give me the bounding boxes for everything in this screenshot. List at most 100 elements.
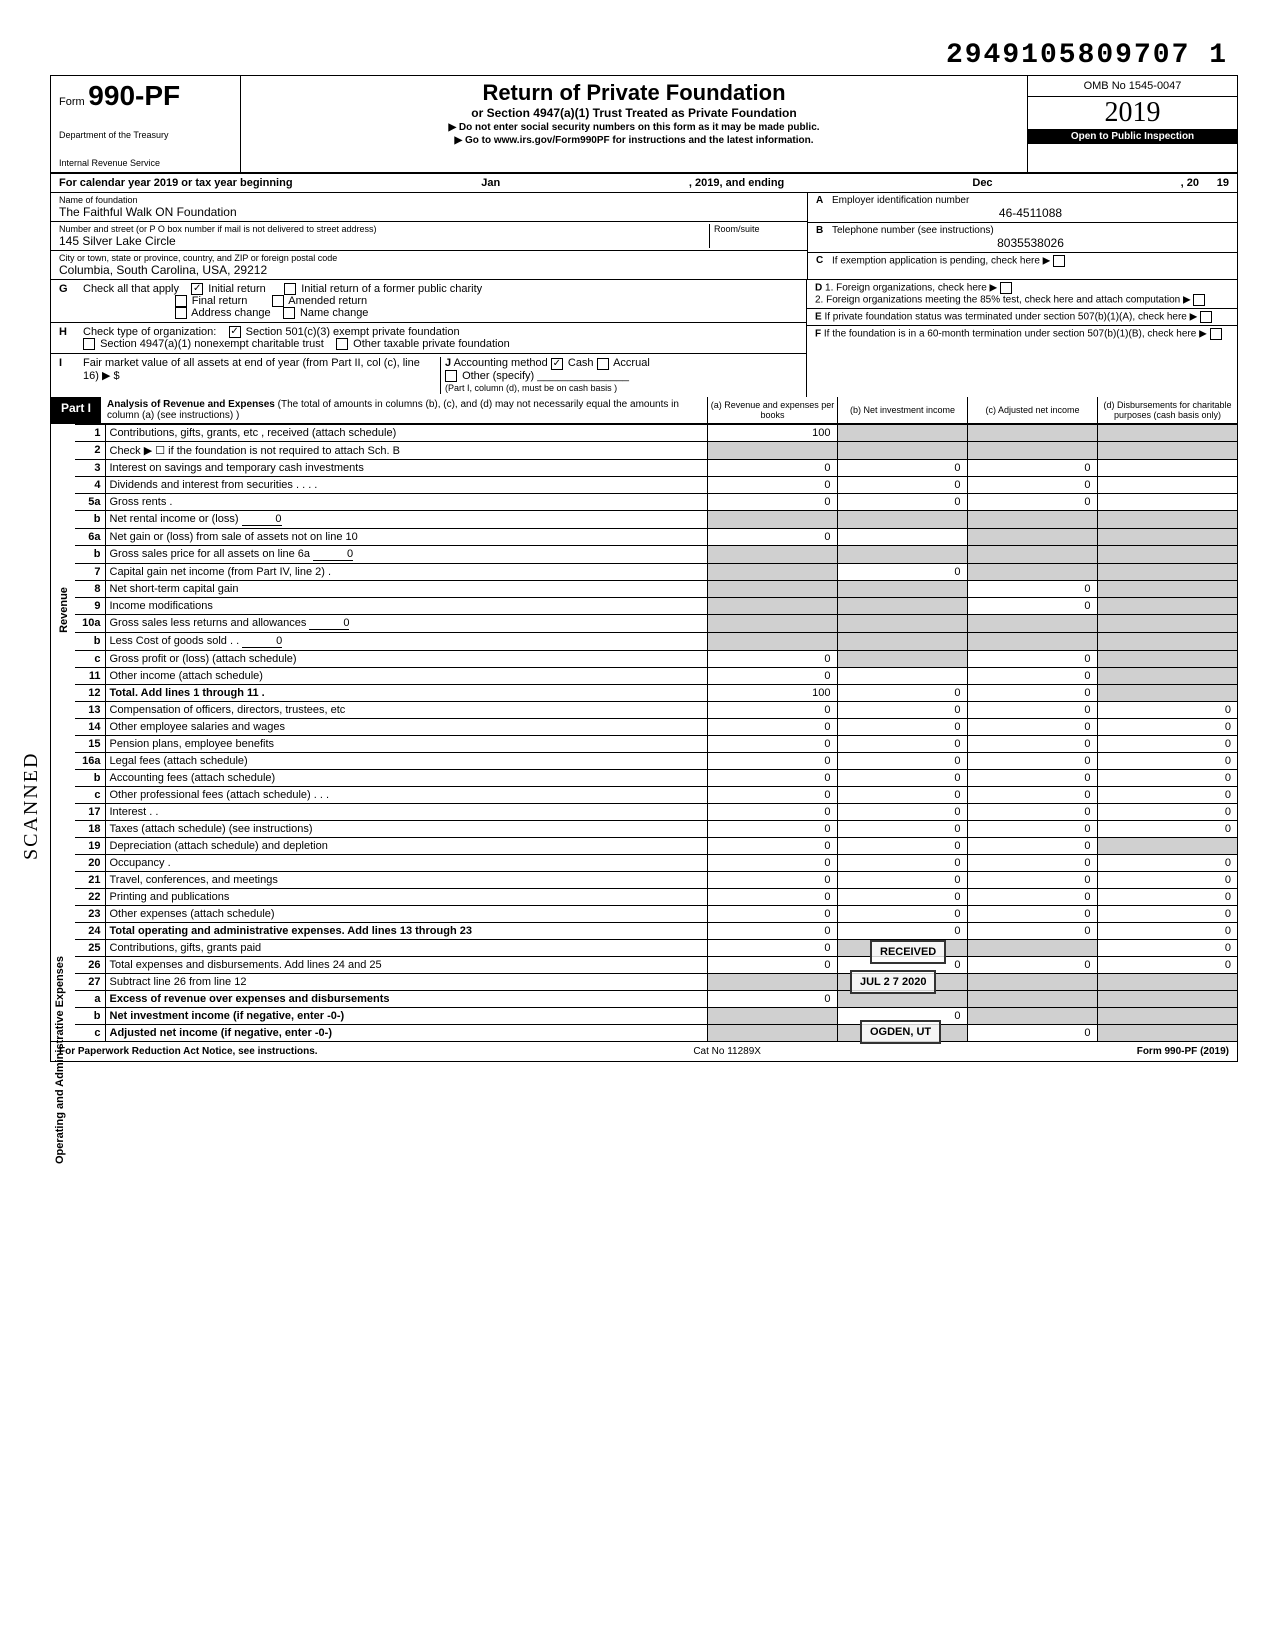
table-row: 24Total operating and administrative exp…: [75, 922, 1237, 939]
col-c-value: 0: [967, 752, 1097, 769]
part1-table: 1Contributions, gifts, grants, etc , rec…: [75, 424, 1237, 1041]
col-d-value: [1097, 441, 1237, 459]
row-desc: Interest . .: [105, 803, 707, 820]
table-row: 18Taxes (attach schedule) (see instructi…: [75, 820, 1237, 837]
col-b-value: 0: [837, 701, 967, 718]
row-number: 11: [75, 667, 105, 684]
col-d-value: [1097, 1024, 1237, 1041]
row-number: 26: [75, 956, 105, 973]
instr-url: ▶ Go to www.irs.gov/Form990PF for instru…: [249, 135, 1019, 146]
col-a-value: [707, 545, 837, 563]
row-desc: Depreciation (attach schedule) and deple…: [105, 837, 707, 854]
col-a-value: 0: [707, 667, 837, 684]
row-number: 3: [75, 459, 105, 476]
g-opt-2: Final return: [192, 295, 248, 307]
box-e-label: If private foundation status was termina…: [824, 312, 1186, 323]
g-amended-cb[interactable]: [272, 295, 284, 307]
expenses-section-label: Operating and Administrative Expenses: [54, 956, 66, 1164]
box-f-label: If the foundation is in a 60-month termi…: [824, 329, 1196, 340]
dln-number: 2949105809707 1: [946, 40, 1228, 71]
box-d2: 2. Foreign organizations meeting the 85%…: [815, 295, 1180, 306]
col-a-value: 0: [707, 786, 837, 803]
h-other-cb[interactable]: [336, 338, 348, 350]
row-desc: Capital gain net income (from Part IV, l…: [105, 563, 707, 580]
table-row: bGross sales price for all assets on lin…: [75, 545, 1237, 563]
i-lead: I: [59, 357, 75, 369]
ogden-stamp: OGDEN, UT: [860, 1020, 941, 1044]
box-d2-cb[interactable]: [1193, 294, 1205, 306]
row-desc: Compensation of officers, directors, tru…: [105, 701, 707, 718]
table-row: 1Contributions, gifts, grants, etc , rec…: [75, 424, 1237, 441]
col-b-value: 0: [837, 837, 967, 854]
cal-end-month: Dec: [784, 177, 1180, 189]
col-a-value: 0: [707, 939, 837, 956]
box-a-lbl: A: [816, 195, 832, 220]
col-c-value: 0: [967, 701, 1097, 718]
col-d-value: 0: [1097, 922, 1237, 939]
col-a-value: [707, 563, 837, 580]
h-501c3-cb[interactable]: ✓: [229, 326, 241, 338]
row-desc: Other professional fees (attach schedule…: [105, 786, 707, 803]
table-row: 20Occupancy .0000: [75, 854, 1237, 871]
table-row: 2Check ▶ ☐ if the foundation is not requ…: [75, 441, 1237, 459]
g-initial-return-cb[interactable]: ✓: [191, 283, 203, 295]
g-address-cb[interactable]: [175, 307, 187, 319]
cal-prefix: For calendar year 2019 or tax year begin…: [59, 177, 293, 189]
box-c-checkbox[interactable]: [1053, 255, 1065, 267]
h-opt1: Section 501(c)(3) exempt private foundat…: [246, 326, 460, 338]
table-row: 17Interest . .0000: [75, 803, 1237, 820]
g-final-cb[interactable]: [175, 295, 187, 307]
box-f-cb[interactable]: [1210, 328, 1222, 340]
j-accrual-cb[interactable]: [597, 358, 609, 370]
j-other: Other (specify): [462, 370, 534, 382]
col-c-value: 0: [967, 735, 1097, 752]
col-d-value: 0: [1097, 752, 1237, 769]
row-number: 12: [75, 684, 105, 701]
j-cash-cb[interactable]: ✓: [551, 358, 563, 370]
table-row: bNet rental income or (loss) 0: [75, 510, 1237, 528]
col-c-value: [967, 939, 1097, 956]
table-row: cAdjusted net income (if negative, enter…: [75, 1024, 1237, 1041]
row-desc: Subtract line 26 from line 12: [105, 973, 707, 990]
form-prefix: Form: [59, 96, 85, 108]
box-e-cb[interactable]: [1200, 311, 1212, 323]
col-b-value: 0: [837, 769, 967, 786]
col-d-value: 0: [1097, 956, 1237, 973]
table-row: 9Income modifications0: [75, 597, 1237, 614]
instr-ssn: ▶ Do not enter social security numbers o…: [249, 122, 1019, 133]
col-c-value: 0: [967, 803, 1097, 820]
j-other-cb[interactable]: [445, 370, 457, 382]
col-b-value: [837, 510, 967, 528]
h-opt2: Section 4947(a)(1) nonexempt charitable …: [100, 338, 324, 350]
g-name-cb[interactable]: [283, 307, 295, 319]
box-d1-cb[interactable]: [1000, 282, 1012, 294]
h-lead: H: [59, 326, 75, 338]
col-a-value: 100: [707, 424, 837, 441]
h-4947-cb[interactable]: [83, 338, 95, 350]
row-desc: Legal fees (attach schedule): [105, 752, 707, 769]
table-row: 19Depreciation (attach schedule) and dep…: [75, 837, 1237, 854]
col-c-value: [967, 545, 1097, 563]
col-d-value: [1097, 424, 1237, 441]
col-a-value: 0: [707, 752, 837, 769]
box-c-label: If exemption application is pending, che…: [832, 256, 1050, 267]
col-d-value: 0: [1097, 905, 1237, 922]
g-former-cb[interactable]: [284, 283, 296, 295]
col-c-value: 0: [967, 769, 1097, 786]
col-c-value: [967, 614, 1097, 632]
h-opt3: Other taxable private foundation: [353, 338, 510, 350]
row-desc: Gross sales price for all assets on line…: [105, 545, 707, 563]
row-desc: Adjusted net income (if negative, enter …: [105, 1024, 707, 1041]
col-a-value: 0: [707, 650, 837, 667]
col-c-value: 0: [967, 820, 1097, 837]
row-number: 18: [75, 820, 105, 837]
row-desc: Accounting fees (attach schedule): [105, 769, 707, 786]
col-a-value: 0: [707, 528, 837, 545]
col-d-value: [1097, 614, 1237, 632]
col-b-value: [837, 632, 967, 650]
row-desc: Gross rents .: [105, 493, 707, 510]
city-label: City or town, state or province, country…: [59, 253, 799, 263]
received-text: RECEIVED: [880, 946, 936, 958]
row-desc: Less Cost of goods sold . . 0: [105, 632, 707, 650]
col-c-value: 0: [967, 476, 1097, 493]
